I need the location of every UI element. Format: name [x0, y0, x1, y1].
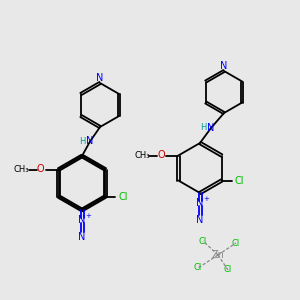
Text: H: H: [200, 124, 206, 133]
Text: +: +: [85, 213, 91, 219]
Text: Cl: Cl: [235, 176, 244, 185]
Text: N: N: [196, 198, 204, 208]
Text: Zn: Zn: [212, 250, 224, 260]
Text: O: O: [158, 151, 165, 160]
Text: Cl: Cl: [232, 238, 240, 247]
Text: N: N: [86, 136, 94, 146]
Text: O: O: [37, 164, 44, 175]
Text: Cl: Cl: [194, 263, 202, 272]
Text: +: +: [203, 196, 209, 202]
Text: N: N: [207, 123, 215, 133]
Text: N: N: [96, 73, 104, 83]
Text: N: N: [220, 61, 228, 71]
Text: Cl: Cl: [224, 266, 232, 274]
Text: N: N: [78, 215, 86, 225]
Text: N: N: [196, 215, 204, 225]
Text: CH₃: CH₃: [14, 165, 29, 174]
Text: H: H: [79, 137, 85, 146]
Text: CH₃: CH₃: [135, 151, 150, 160]
Text: Cl: Cl: [199, 236, 207, 245]
Text: Cl: Cl: [118, 191, 128, 202]
Text: N: N: [78, 232, 86, 242]
